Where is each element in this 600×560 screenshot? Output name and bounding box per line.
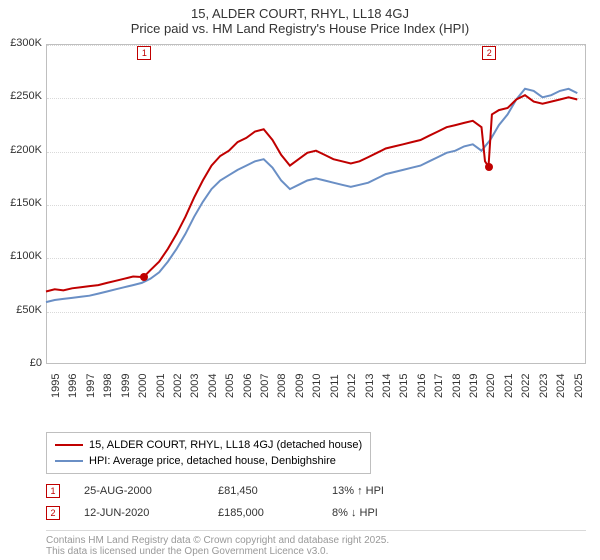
legend-row: 15, ALDER COURT, RHYL, LL18 4GJ (detache…	[55, 437, 362, 453]
footer-line1: Contains HM Land Registry data © Crown c…	[46, 535, 586, 546]
series-hpi	[46, 89, 577, 302]
title-subtitle: Price paid vs. HM Land Registry's House …	[0, 21, 600, 36]
legend-row: HPI: Average price, detached house, Denb…	[55, 453, 362, 469]
sales-row-date: 12-JUN-2020	[84, 507, 194, 519]
sales-row-marker: 1	[46, 484, 60, 498]
sale-marker-2: 2	[482, 46, 496, 60]
sales-row: 1 25-AUG-2000 £81,450 13% ↑ HPI	[46, 480, 600, 502]
sales-table: 1 25-AUG-2000 £81,450 13% ↑ HPI 2 12-JUN-2020…	[46, 480, 600, 524]
legend-swatch	[55, 460, 83, 462]
sales-row-price: £185,000	[218, 507, 308, 519]
chart: £0£50K£100K£150K£200K£250K£300K199519961…	[0, 38, 600, 428]
sales-row-price: £81,450	[218, 485, 308, 497]
footer-line2: This data is licensed under the Open Gov…	[46, 546, 586, 557]
title-block: 15, ALDER COURT, RHYL, LL18 4GJ Price pa…	[0, 0, 600, 38]
sales-row-marker: 2	[46, 506, 60, 520]
legend: 15, ALDER COURT, RHYL, LL18 4GJ (detache…	[46, 432, 371, 474]
legend-label: 15, ALDER COURT, RHYL, LL18 4GJ (detache…	[89, 439, 362, 451]
sale-dot-2	[485, 163, 493, 171]
sales-row: 2 12-JUN-2020 £185,000 8% ↓ HPI	[46, 502, 600, 524]
legend-swatch	[55, 444, 83, 446]
series-price_paid	[46, 95, 577, 291]
sales-row-delta: 13% ↑ HPI	[332, 485, 384, 497]
sale-dot-1	[140, 273, 148, 281]
legend-label: HPI: Average price, detached house, Denb…	[89, 455, 336, 467]
series-svg	[0, 38, 600, 428]
sale-marker-1: 1	[137, 46, 151, 60]
title-address: 15, ALDER COURT, RHYL, LL18 4GJ	[0, 6, 600, 21]
sales-row-date: 25-AUG-2000	[84, 485, 194, 497]
footer: Contains HM Land Registry data © Crown c…	[46, 530, 586, 557]
sales-row-delta: 8% ↓ HPI	[332, 507, 378, 519]
